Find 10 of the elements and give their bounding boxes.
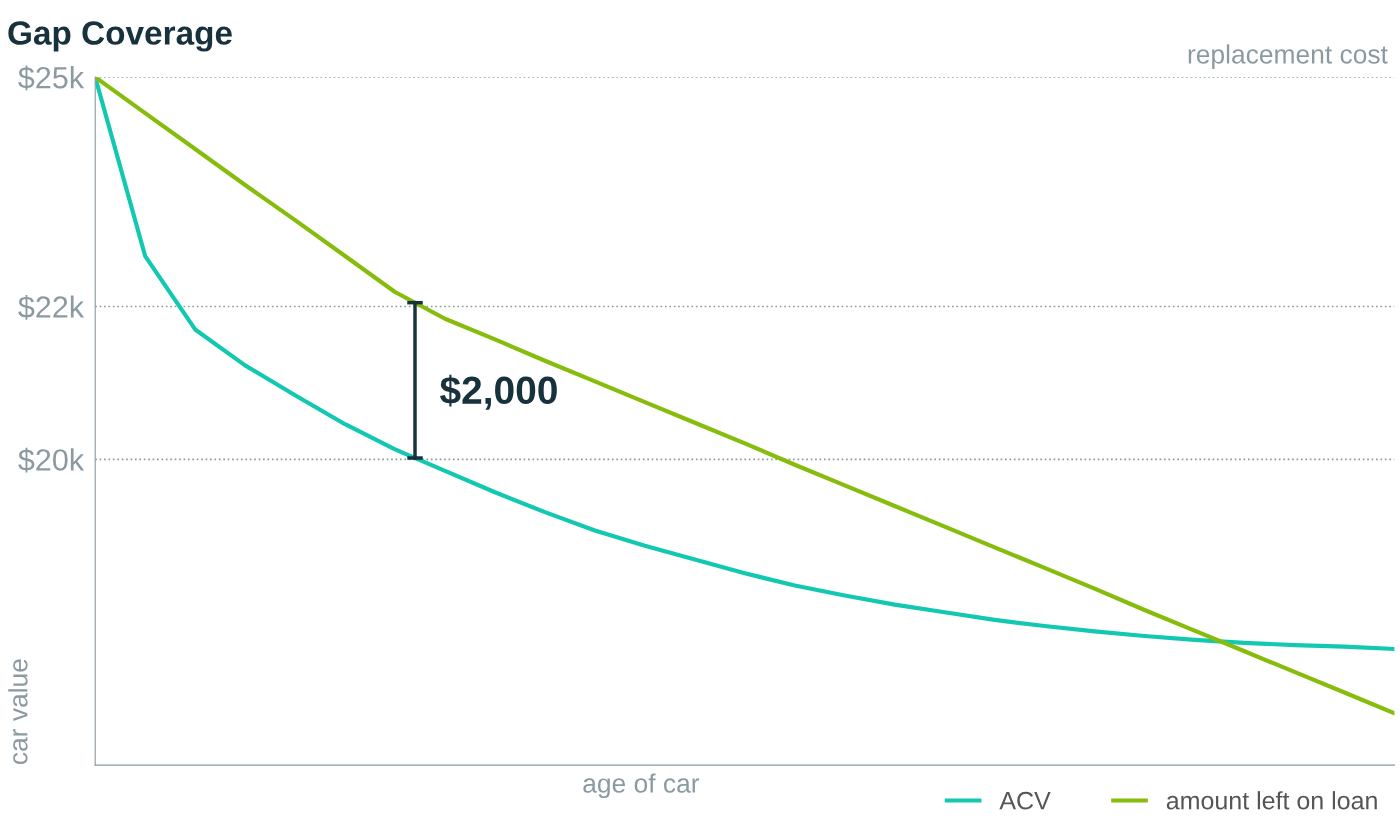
y-axis-title: car value <box>8 659 28 765</box>
legend-label: ACV <box>999 791 1051 810</box>
y-tick-label: $20k <box>18 447 85 473</box>
y-tick-label: $22k <box>18 294 85 320</box>
x-axis-title: age of car <box>583 773 700 799</box>
chart-title: Gap Coverage <box>8 21 232 52</box>
text: replacement cost <box>1188 44 1388 69</box>
y-tick-label: $25k <box>18 65 85 91</box>
annotation: $2,000 <box>440 374 557 410</box>
legend-label: amount left on loan <box>1166 791 1377 810</box>
